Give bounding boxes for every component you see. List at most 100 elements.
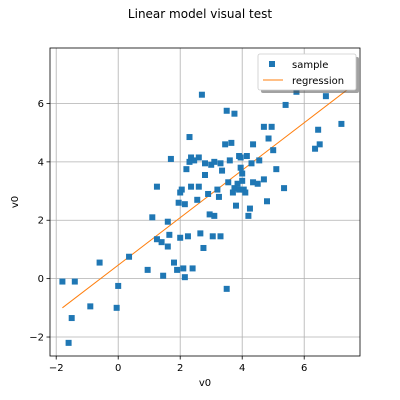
sample-point bbox=[239, 177, 246, 184]
sample-point bbox=[206, 211, 213, 218]
sample-point bbox=[222, 141, 229, 148]
sample-point bbox=[215, 193, 222, 200]
sample-point bbox=[233, 202, 239, 209]
sample-point bbox=[281, 185, 288, 192]
sample-point bbox=[312, 145, 319, 152]
sample-point bbox=[245, 212, 252, 219]
sample-point bbox=[243, 153, 250, 160]
sample-point bbox=[270, 147, 277, 154]
sample-point bbox=[191, 157, 198, 164]
sample-point bbox=[223, 107, 230, 114]
sample-point bbox=[181, 274, 188, 281]
sample-point bbox=[217, 233, 224, 240]
sample-point bbox=[188, 183, 195, 190]
sample-point bbox=[214, 186, 221, 193]
sample-point bbox=[242, 189, 249, 196]
chart-title: Linear model visual test bbox=[127, 7, 273, 21]
sample-point bbox=[186, 134, 193, 141]
sample-point bbox=[202, 160, 208, 167]
sample-point bbox=[126, 253, 133, 260]
y-tick-label: 0 bbox=[38, 274, 44, 285]
sample-point bbox=[181, 201, 188, 208]
sample-point bbox=[175, 199, 182, 206]
sample-point bbox=[211, 158, 218, 165]
x-axis-label: v0 bbox=[199, 378, 211, 389]
sample-point bbox=[115, 282, 122, 289]
sample-point bbox=[164, 218, 171, 225]
legend-box bbox=[257, 53, 357, 91]
sample-point bbox=[144, 266, 151, 273]
sample-point bbox=[231, 185, 238, 192]
sample-point bbox=[315, 126, 322, 133]
sample-point bbox=[273, 166, 280, 173]
sample-point bbox=[219, 167, 226, 174]
sample-point bbox=[195, 183, 202, 190]
sample-point bbox=[68, 315, 75, 322]
sample-point bbox=[237, 164, 244, 171]
y-tick-label: 4 bbox=[38, 157, 44, 168]
sample-point bbox=[153, 236, 160, 243]
sample-point bbox=[188, 154, 195, 161]
grid bbox=[50, 48, 360, 356]
sample-point bbox=[178, 186, 185, 193]
sample-point bbox=[166, 231, 173, 238]
sample-point bbox=[87, 303, 94, 310]
sample-point bbox=[217, 160, 224, 167]
y-tick-label: 6 bbox=[38, 99, 44, 110]
sample-point bbox=[184, 233, 191, 240]
sample-points bbox=[59, 88, 345, 346]
sample-point bbox=[167, 155, 174, 162]
sample-point bbox=[174, 266, 181, 273]
sample-point bbox=[205, 190, 212, 197]
sample-point bbox=[256, 157, 263, 164]
sample-point bbox=[189, 265, 196, 272]
sample-point bbox=[260, 176, 267, 183]
sample-point bbox=[229, 189, 236, 196]
sample-point bbox=[248, 160, 255, 167]
legend: sample regression bbox=[257, 53, 359, 93]
ticks: −2 0 2 4 6 −2 0 2 4 6 bbox=[29, 99, 307, 374]
sample-point bbox=[234, 180, 241, 187]
sample-point bbox=[239, 170, 246, 177]
sample-point bbox=[113, 304, 120, 311]
sample-point bbox=[228, 139, 235, 146]
sample-point bbox=[200, 244, 207, 251]
sample-point bbox=[186, 158, 193, 165]
sample-point bbox=[194, 196, 201, 203]
sample-point bbox=[171, 259, 177, 266]
sample-point bbox=[264, 198, 270, 205]
sample-point bbox=[59, 278, 66, 285]
sample-point bbox=[225, 179, 232, 186]
sample-point bbox=[202, 171, 208, 178]
sample-point bbox=[195, 154, 202, 161]
sample-point bbox=[65, 339, 72, 346]
legend-sample-marker bbox=[269, 61, 275, 67]
sample-point bbox=[211, 212, 218, 219]
x-tick-label: 6 bbox=[301, 363, 307, 374]
legend-sample-label: sample bbox=[292, 60, 328, 71]
y-axis-label: v0 bbox=[10, 196, 21, 208]
axes-frame bbox=[49, 47, 361, 357]
sample-point bbox=[226, 157, 233, 164]
sample-point bbox=[177, 234, 184, 241]
legend-regression-label: regression bbox=[292, 76, 344, 87]
y-tick-label: −2 bbox=[29, 333, 44, 344]
sample-point bbox=[250, 179, 257, 186]
sample-point bbox=[268, 123, 275, 130]
x-tick-label: 2 bbox=[177, 363, 183, 374]
sample-point bbox=[254, 180, 261, 187]
x-tick-label: −2 bbox=[49, 363, 64, 374]
sample-point bbox=[322, 93, 329, 100]
sample-point bbox=[158, 239, 165, 246]
sample-point bbox=[164, 243, 171, 250]
sample-point bbox=[160, 272, 167, 279]
sample-point bbox=[197, 230, 204, 237]
sample-point bbox=[223, 285, 230, 292]
sample-point bbox=[231, 110, 238, 117]
y-tick-label: 2 bbox=[38, 216, 44, 227]
sample-point bbox=[265, 135, 272, 142]
x-tick-label: 0 bbox=[115, 363, 121, 374]
sample-point bbox=[209, 233, 216, 240]
x-tick-label: 4 bbox=[239, 363, 245, 374]
